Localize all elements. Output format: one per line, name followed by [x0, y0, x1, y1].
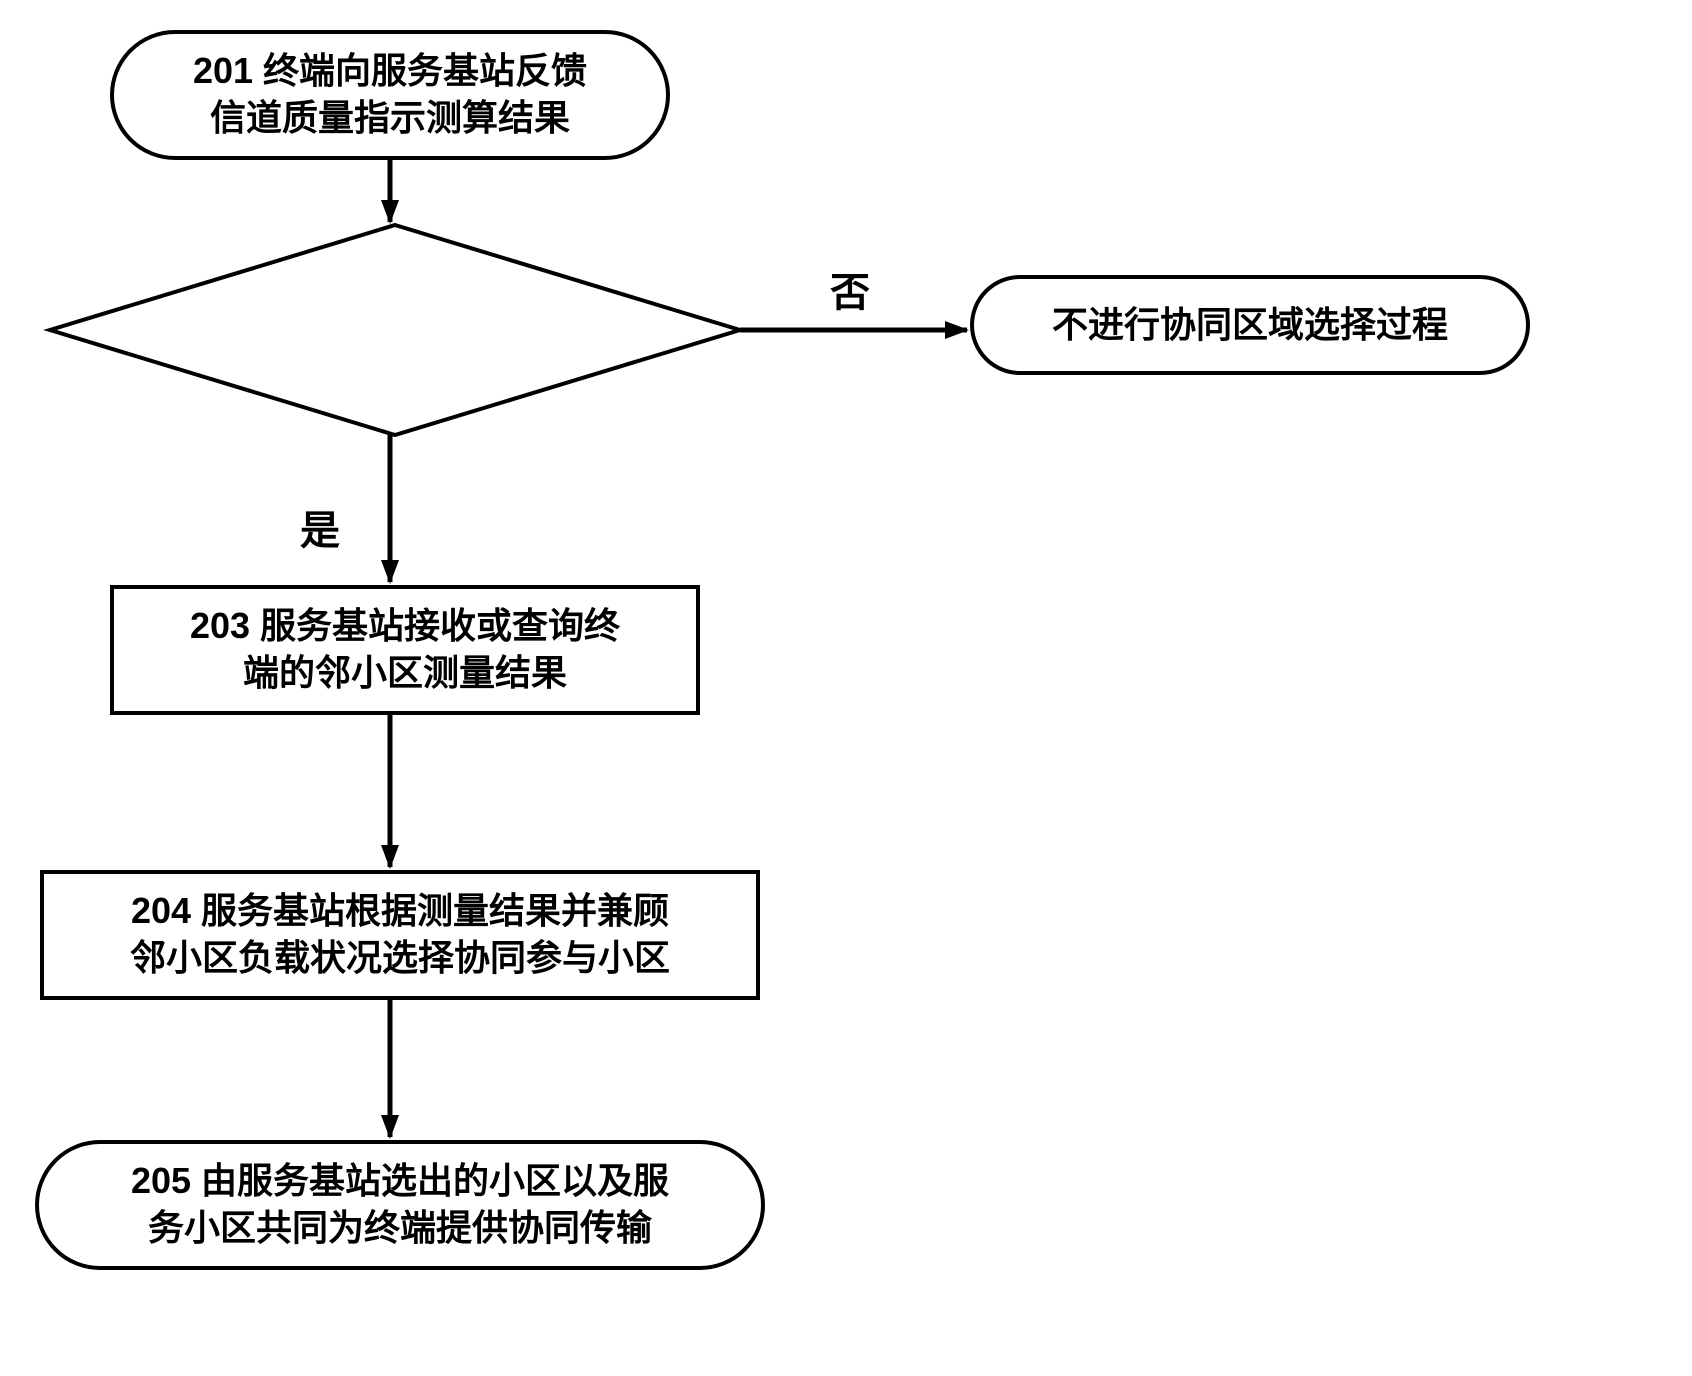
flowchart-canvas: 201 终端向服务基站反馈 信道质量指示测算结果 202 服务基站判断对该终 端… — [0, 0, 1692, 1376]
node-205-end: 205 由服务基站选出的小区以及服 务小区共同为终端提供协同传输 — [35, 1140, 765, 1270]
node-no-cooperation: 不进行协同区域选择过程 — [970, 275, 1530, 375]
node-204-process: 204 服务基站根据测量结果并兼顾 邻小区负载状况选择协同参与小区 — [40, 870, 760, 1000]
node-202-decision: 202 服务基站判断对该终 端是否需要协同传输 — [50, 225, 740, 435]
edge-label-yes: 是 — [300, 498, 340, 556]
node-203-process: 203 服务基站接收或查询终 端的邻小区测量结果 — [110, 585, 700, 715]
node-201-start: 201 终端向服务基站反馈 信道质量指示测算结果 — [110, 30, 670, 160]
edge-label-no: 否 — [830, 260, 870, 318]
node-202-text: 202 服务基站判断对该终 端是否需要协同传输 — [50, 225, 740, 435]
